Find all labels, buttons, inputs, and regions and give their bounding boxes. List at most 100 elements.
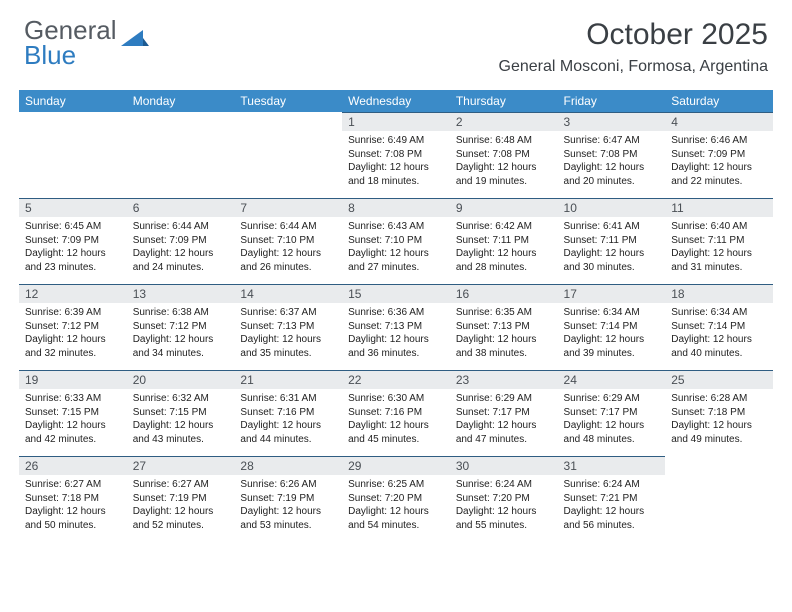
calendar-day-cell: 24Sunrise: 6:29 AMSunset: 7:17 PMDayligh… [558,370,666,456]
day-number: 14 [234,284,342,303]
day-content: Sunrise: 6:27 AMSunset: 7:18 PMDaylight:… [19,475,127,536]
day-number: 18 [665,284,773,303]
sunset-text: Sunset: 7:12 PM [133,320,229,334]
daylight-text: Daylight: 12 hours and 45 minutes. [348,419,444,446]
sunset-text: Sunset: 7:13 PM [456,320,552,334]
sunrise-text: Sunrise: 6:34 AM [671,306,767,320]
sunrise-text: Sunrise: 6:29 AM [564,392,660,406]
day-content: Sunrise: 6:32 AMSunset: 7:15 PMDaylight:… [127,389,235,450]
weekday-header-row: Sunday Monday Tuesday Wednesday Thursday… [19,90,773,112]
sunrise-text: Sunrise: 6:49 AM [348,134,444,148]
daylight-text: Daylight: 12 hours and 31 minutes. [671,247,767,274]
calendar-day-cell: 15Sunrise: 6:36 AMSunset: 7:13 PMDayligh… [342,284,450,370]
sunset-text: Sunset: 7:09 PM [671,148,767,162]
calendar-day-cell: 9Sunrise: 6:42 AMSunset: 7:11 PMDaylight… [450,198,558,284]
daylight-text: Daylight: 12 hours and 53 minutes. [240,505,336,532]
day-number: 20 [127,370,235,389]
sunrise-text: Sunrise: 6:24 AM [564,478,660,492]
calendar-day-cell: 19Sunrise: 6:33 AMSunset: 7:15 PMDayligh… [19,370,127,456]
calendar-day-cell: 1Sunrise: 6:49 AMSunset: 7:08 PMDaylight… [342,112,450,198]
sunset-text: Sunset: 7:17 PM [456,406,552,420]
sunset-text: Sunset: 7:16 PM [240,406,336,420]
daylight-text: Daylight: 12 hours and 56 minutes. [564,505,660,532]
daylight-text: Daylight: 12 hours and 49 minutes. [671,419,767,446]
sunrise-text: Sunrise: 6:48 AM [456,134,552,148]
day-content: Sunrise: 6:36 AMSunset: 7:13 PMDaylight:… [342,303,450,364]
sunset-text: Sunset: 7:11 PM [564,234,660,248]
calendar-day-cell: 12Sunrise: 6:39 AMSunset: 7:12 PMDayligh… [19,284,127,370]
calendar-day-cell: 25Sunrise: 6:28 AMSunset: 7:18 PMDayligh… [665,370,773,456]
calendar-week-row: 1Sunrise: 6:49 AMSunset: 7:08 PMDaylight… [19,112,773,198]
calendar-day-cell: 27Sunrise: 6:27 AMSunset: 7:19 PMDayligh… [127,456,235,542]
day-content: Sunrise: 6:45 AMSunset: 7:09 PMDaylight:… [19,217,127,278]
sunset-text: Sunset: 7:08 PM [456,148,552,162]
sunrise-text: Sunrise: 6:32 AM [133,392,229,406]
sunset-text: Sunset: 7:19 PM [240,492,336,506]
sunset-text: Sunset: 7:16 PM [348,406,444,420]
daylight-text: Daylight: 12 hours and 24 minutes. [133,247,229,274]
daylight-text: Daylight: 12 hours and 30 minutes. [564,247,660,274]
logo-text: General Blue [24,18,117,67]
calendar-day-cell: 6Sunrise: 6:44 AMSunset: 7:09 PMDaylight… [127,198,235,284]
calendar-week-row: 5Sunrise: 6:45 AMSunset: 7:09 PMDaylight… [19,198,773,284]
calendar-day-cell: 8Sunrise: 6:43 AMSunset: 7:10 PMDaylight… [342,198,450,284]
calendar-day-cell: 26Sunrise: 6:27 AMSunset: 7:18 PMDayligh… [19,456,127,542]
day-content: Sunrise: 6:37 AMSunset: 7:13 PMDaylight:… [234,303,342,364]
sunset-text: Sunset: 7:09 PM [133,234,229,248]
sunrise-text: Sunrise: 6:39 AM [25,306,121,320]
day-number: 9 [450,198,558,217]
day-content: Sunrise: 6:24 AMSunset: 7:21 PMDaylight:… [558,475,666,536]
calendar-table: Sunday Monday Tuesday Wednesday Thursday… [19,90,773,542]
day-number: 16 [450,284,558,303]
day-content: Sunrise: 6:26 AMSunset: 7:19 PMDaylight:… [234,475,342,536]
calendar-day-cell: 18 Sunrise: 6:34 AMSunset: 7:14 PMDayligh… [665,284,773,370]
sunrise-text: Sunrise: 6:31 AM [240,392,336,406]
header: General Blue October 2025 General Moscon… [0,0,792,82]
sunrise-text: Sunrise: 6:28 AM [671,392,767,406]
daylight-text: Daylight: 12 hours and 19 minutes. [456,161,552,188]
day-content: Sunrise: 6:28 AMSunset: 7:18 PMDaylight:… [665,389,773,450]
calendar-day-cell: 16Sunrise: 6:35 AMSunset: 7:13 PMDayligh… [450,284,558,370]
sunrise-text: Sunrise: 6:46 AM [671,134,767,148]
sunset-text: Sunset: 7:14 PM [671,320,767,334]
day-number: 7 [234,198,342,217]
day-number: 29 [342,456,450,475]
day-number: 25 [665,370,773,389]
calendar-day-cell: 20Sunrise: 6:32 AMSunset: 7:15 PMDayligh… [127,370,235,456]
daylight-text: Daylight: 12 hours and 52 minutes. [133,505,229,532]
day-content: Sunrise: 6:33 AMSunset: 7:15 PMDaylight:… [19,389,127,450]
daylight-text: Daylight: 12 hours and 54 minutes. [348,505,444,532]
sunset-text: Sunset: 7:19 PM [133,492,229,506]
month-title: October 2025 [499,18,768,52]
calendar-week-row: 12Sunrise: 6:39 AMSunset: 7:12 PMDayligh… [19,284,773,370]
calendar-day-cell: 4Sunrise: 6:46 AMSunset: 7:09 PMDaylight… [665,112,773,198]
day-content: Sunrise: 6:42 AMSunset: 7:11 PMDaylight:… [450,217,558,278]
daylight-text: Daylight: 12 hours and 55 minutes. [456,505,552,532]
calendar-day-cell: 23Sunrise: 6:29 AMSunset: 7:17 PMDayligh… [450,370,558,456]
calendar-day-cell: 10Sunrise: 6:41 AMSunset: 7:11 PMDayligh… [558,198,666,284]
calendar-day-cell: 17Sunrise: 6:34 AMSunset: 7:14 PMDayligh… [558,284,666,370]
day-number: 23 [450,370,558,389]
calendar-day-cell: 13Sunrise: 6:38 AMSunset: 7:12 PMDayligh… [127,284,235,370]
title-block: October 2025 General Mosconi, Formosa, A… [499,18,768,76]
day-number: 2 [450,112,558,131]
sunrise-text: Sunrise: 6:36 AM [348,306,444,320]
calendar-day-cell: 3Sunrise: 6:47 AMSunset: 7:08 PMDaylight… [558,112,666,198]
day-content: Sunrise: 6:44 AMSunset: 7:10 PMDaylight:… [234,217,342,278]
weekday-header: Saturday [665,90,773,112]
sunrise-text: Sunrise: 6:43 AM [348,220,444,234]
day-number: 11 [665,198,773,217]
day-content: Sunrise: 6:48 AMSunset: 7:08 PMDaylight:… [450,131,558,192]
daylight-text: Daylight: 12 hours and 40 minutes. [671,333,767,360]
calendar-day-cell: 21Sunrise: 6:31 AMSunset: 7:16 PMDayligh… [234,370,342,456]
sunset-text: Sunset: 7:09 PM [25,234,121,248]
day-content: Sunrise: 6:31 AMSunset: 7:16 PMDaylight:… [234,389,342,450]
sunrise-text: Sunrise: 6:42 AM [456,220,552,234]
day-number: 21 [234,370,342,389]
calendar-day-cell: 2Sunrise: 6:48 AMSunset: 7:08 PMDaylight… [450,112,558,198]
sunset-text: Sunset: 7:15 PM [133,406,229,420]
logo-word-blue: Blue [24,40,76,70]
sunset-text: Sunset: 7:10 PM [348,234,444,248]
sunrise-text: Sunrise: 6:38 AM [133,306,229,320]
day-content: Sunrise: 6:44 AMSunset: 7:09 PMDaylight:… [127,217,235,278]
